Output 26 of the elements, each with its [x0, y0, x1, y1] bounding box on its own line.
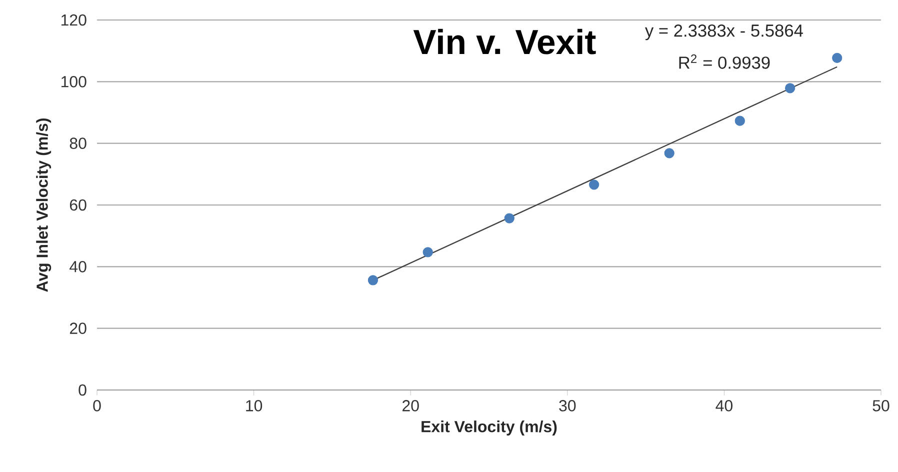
point — [832, 52, 842, 63]
point — [368, 275, 378, 286]
y-tick-label: 100 — [61, 76, 86, 88]
x-tick-label: 30 — [559, 400, 576, 412]
y-axis-title: Avg Inlet Velocity (m/s) — [36, 118, 52, 292]
point — [784, 83, 796, 94]
y-tick-label: 20 — [70, 322, 86, 334]
y-tick-label: 0 — [78, 384, 86, 396]
y-tick-label: 80 — [70, 138, 86, 149]
point — [734, 116, 745, 126]
x-tick-label: 40 — [716, 400, 732, 412]
y-tick-label: 120 — [61, 14, 86, 26]
chart-title: Vin v. Vexit — [413, 28, 596, 54]
annotation: y = 2.3383x - 5.5864 — [644, 24, 803, 40]
point — [422, 247, 433, 258]
x-axis-title: Exit Velocity (m/s) — [422, 420, 557, 436]
point — [664, 148, 674, 158]
point — [504, 213, 514, 224]
y-tick-label: 40 — [70, 261, 86, 272]
x-tick-label: 10 — [246, 400, 262, 412]
y-tick-label: 60 — [70, 199, 86, 211]
point — [588, 180, 600, 190]
x-tick-label: 0 — [93, 400, 101, 412]
x-tick-label: 20 — [402, 400, 419, 412]
x-tick-label: 50 — [872, 400, 890, 412]
annotation: R$^{2}$ = 0.9939 — [679, 54, 770, 69]
